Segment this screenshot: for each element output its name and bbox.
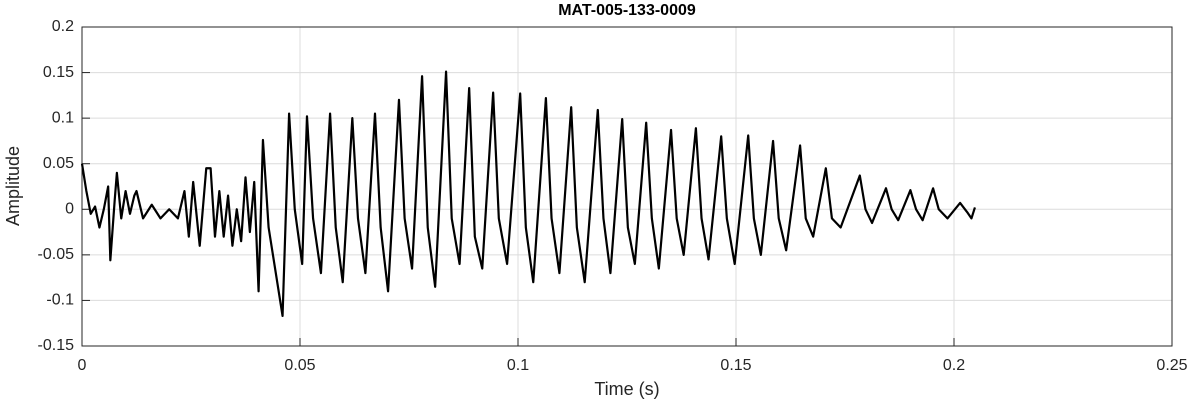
x-tick-label: 0.15 <box>720 357 751 374</box>
y-tick-label: 0.05 <box>43 155 74 172</box>
waveform-line <box>80 70 976 318</box>
x-tick-label: 0.05 <box>284 357 315 374</box>
y-tick-label: 0.1 <box>52 109 74 126</box>
x-axis-label: Time (s) <box>594 379 659 399</box>
y-tick-label: -0.1 <box>46 292 74 309</box>
x-tick-label: 0.1 <box>507 357 529 374</box>
x-tick-label: 0.25 <box>1156 357 1187 374</box>
y-tick-label: -0.05 <box>38 246 75 263</box>
chart-title: MAT-005-133-0009 <box>558 2 696 19</box>
y-tick-label: 0.15 <box>43 64 74 81</box>
y-axis-label: Amplitude <box>3 146 23 226</box>
y-tick-label: -0.15 <box>38 337 75 354</box>
x-tick-label: 0.2 <box>943 357 965 374</box>
plot-frame <box>81 26 1173 347</box>
x-tick-label: 0 <box>78 357 87 374</box>
y-tick-label: 0.2 <box>52 18 74 35</box>
y-tick-label: 0 <box>65 201 74 218</box>
